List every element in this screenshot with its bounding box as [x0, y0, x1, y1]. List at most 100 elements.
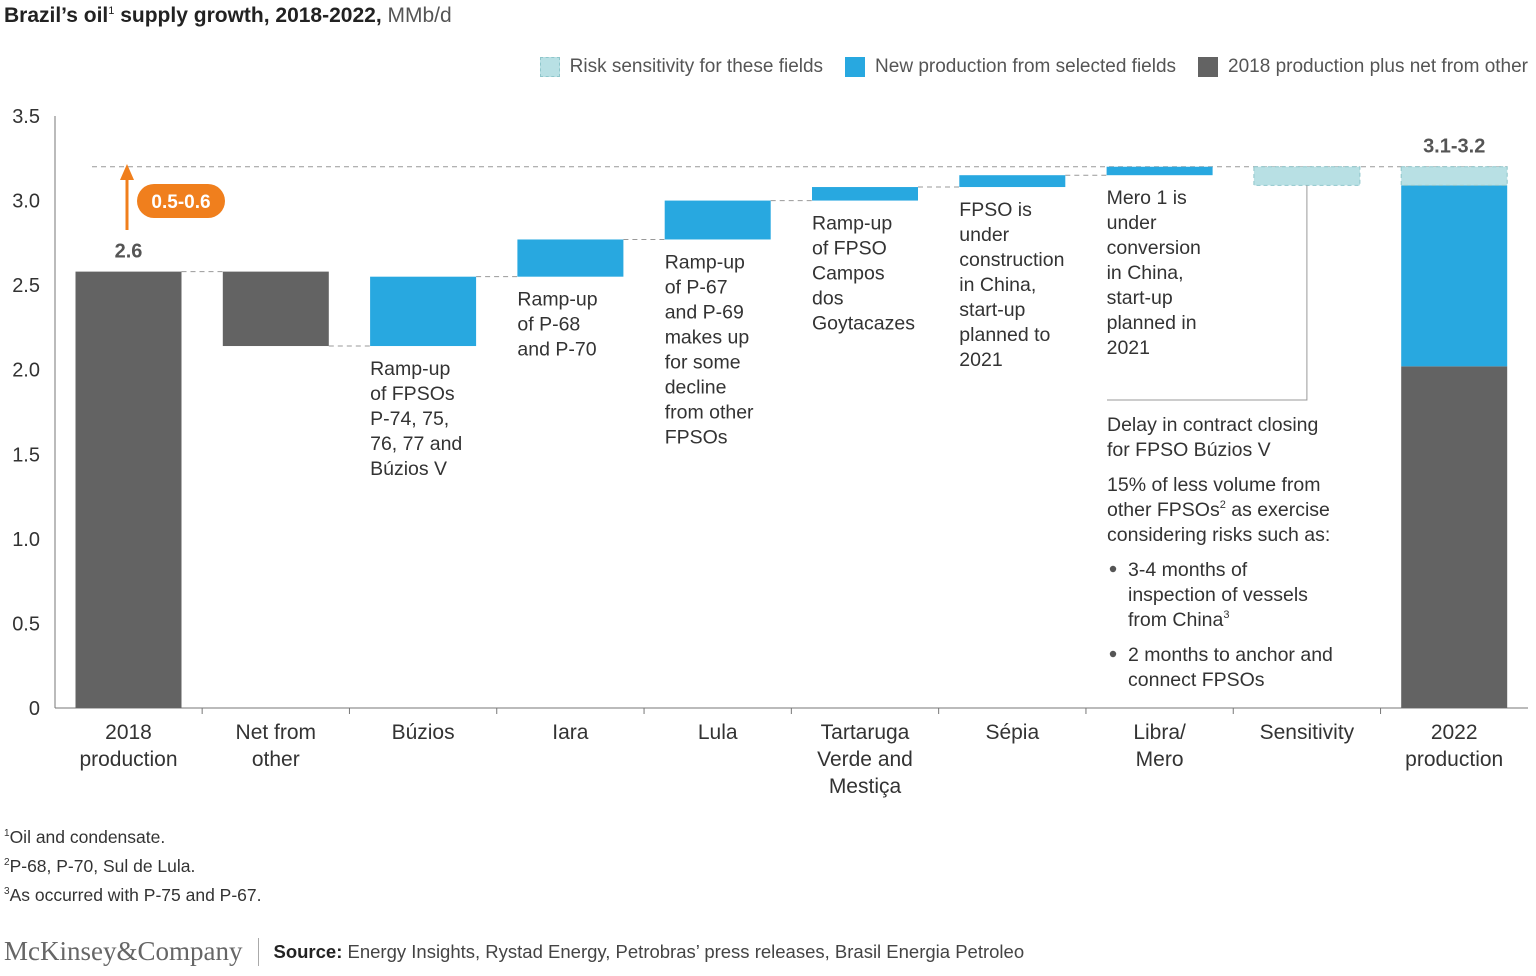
annotation-text: and P-70: [517, 339, 596, 361]
sensitivity-note-text: 3-4 months of: [1128, 559, 1248, 581]
source-line: Source: Energy Insights, Rystad Energy, …: [273, 941, 1024, 963]
footnote-1: 1Oil and condensate.: [4, 821, 262, 850]
x-category-label: Mestiça: [829, 775, 902, 798]
annotation-text: 2021: [959, 349, 1002, 371]
sensitivity-note-text: inspection of vessels: [1128, 584, 1308, 606]
annotation-text: in China,: [1107, 262, 1184, 284]
annotation-text: Ramp-up: [665, 251, 745, 273]
bar-segment-blue: [370, 276, 477, 347]
legend-swatch-risk: [539, 57, 560, 77]
y-tick-label: 1.0: [12, 529, 40, 551]
footnote-3: 3As occurred with P-75 and P-67.: [4, 879, 262, 908]
waterfall-chart: 0 0.5 1.0 1.5 2.0 2.5 3.0 3.5 2018 production Net …: [12, 106, 1528, 798]
y-tick-label: 2.5: [12, 275, 40, 297]
x-category-label: Iara: [552, 721, 589, 744]
data-label: 3.1-3.2: [1423, 136, 1485, 158]
bar-segment-light: [1400, 166, 1508, 186]
annotation-text: decline: [665, 376, 727, 398]
footnote-3-mark: 3: [4, 885, 10, 897]
x-category-label: Lula: [698, 721, 738, 744]
footnote-2: 2P-68, P-70, Sul de Lula.: [4, 850, 262, 879]
bar-segment-light: [1253, 166, 1361, 186]
annotation-text: Búzios V: [370, 458, 447, 480]
annotation-text: FPSO is: [959, 199, 1032, 221]
x-category-label: other: [252, 748, 300, 771]
title-unit: MMb/d: [381, 4, 452, 27]
legend-label-new: New production from selected fields: [875, 56, 1177, 77]
annotation-text: Mero 1 is: [1107, 187, 1187, 209]
sensitivity-note-text: for FPSO Búzios V: [1107, 439, 1271, 461]
x-category-label: Net from: [236, 721, 317, 744]
sensitivity-note-text: Delay in contract closing: [1107, 414, 1318, 436]
annotation-text: 2021: [1107, 337, 1150, 359]
legend-item-risk: Risk sensitivity for these fields: [539, 56, 823, 78]
annotation-text: 76, 77 and: [370, 433, 462, 455]
bullet-dot: [1109, 650, 1117, 658]
bar-segment-blue: [812, 187, 918, 201]
footnote-2-text: P-68, P-70, Sul de Lula.: [9, 855, 196, 876]
sensitivity-note-text: 2 months to anchor and: [1128, 644, 1333, 666]
y-tick-label: 3.0: [12, 191, 40, 213]
sensitivity-note-text: from China3: [1128, 609, 1230, 631]
bar-segment-dark: [222, 271, 329, 347]
legend-swatch-new: [845, 57, 866, 77]
annotation-text: conversion: [1107, 237, 1201, 259]
y-tick-label: 2.0: [12, 360, 40, 382]
x-category-label: Mero: [1136, 748, 1184, 771]
x-category-label: 2022: [1431, 721, 1478, 744]
annotation-text: from other: [665, 401, 754, 423]
footnote-3-text: As occurred with P-75 and P-67.: [9, 884, 262, 905]
annotation-text: Campos: [812, 263, 885, 285]
growth-arrow-head: [120, 164, 134, 180]
y-tick-label: 0.5: [12, 613, 40, 635]
chart-title: Brazil’s oil1 supply growth, 2018-2022, …: [4, 4, 452, 28]
annotation-text: of P-67: [665, 276, 728, 298]
annotation-text: Ramp-up: [370, 358, 450, 380]
legend-label-base: 2018 production plus net from other: [1228, 56, 1528, 77]
annotation-text: of FPSOs: [370, 383, 455, 405]
x-category-label: Búzios: [392, 721, 455, 744]
annotation-text: construction: [959, 249, 1064, 271]
y-tick-label: 3.5: [12, 106, 40, 128]
y-tick-label: 1.5: [12, 444, 40, 466]
annotation-text: P-74, 75,: [370, 408, 449, 430]
title-main-2: supply growth, 2018-2022,: [114, 4, 382, 27]
bar-segment-blue: [1401, 185, 1508, 367]
annotation-text: and P-69: [665, 301, 744, 323]
annotation-text: planned in: [1107, 312, 1197, 334]
title-footnote-mark: 1: [108, 5, 115, 17]
x-category-label: Tartaruga: [821, 721, 910, 744]
annotation-text: under: [1107, 212, 1157, 234]
growth-badge-label: 0.5-0.6: [151, 192, 210, 213]
sensitivity-note-text: 15% of less volume from: [1107, 474, 1321, 496]
x-category-label: production: [1405, 748, 1503, 771]
y-tick-label: 0: [29, 698, 40, 720]
footnote-1-text: Oil and condensate.: [9, 826, 166, 847]
bar-segment-blue: [664, 200, 771, 240]
annotation-text: FPSOs: [665, 426, 728, 448]
annotation-text: Ramp-up: [517, 289, 597, 311]
x-category-label: Sensitivity: [1260, 721, 1355, 744]
x-category-label: 2018: [105, 721, 152, 744]
annotation-text: under: [959, 224, 1009, 246]
annotation-text: for some: [665, 351, 741, 373]
bar-segment-blue: [517, 239, 624, 277]
annotation-text: start-up: [959, 299, 1025, 321]
annotation-text: of FPSO: [812, 238, 887, 260]
annotation-text: makes up: [665, 326, 750, 348]
title-main: Brazil’s oil: [4, 4, 109, 27]
bar-segment-dark: [1401, 366, 1508, 708]
annotation-text: dos: [812, 288, 844, 310]
annotation-text: Ramp-up: [812, 213, 892, 235]
legend: Risk sensitivity for these fields New pr…: [539, 56, 1528, 78]
growth-badge: [137, 184, 225, 218]
x-category-label: Sépia: [985, 721, 1039, 744]
footnote-2-mark: 2: [4, 856, 10, 868]
x-category-label: Libra/: [1133, 721, 1186, 744]
annotation-text: start-up: [1107, 287, 1173, 309]
bar-segment-blue: [1106, 166, 1213, 176]
sensitivity-note-text: considering risks such as:: [1107, 524, 1330, 546]
source-text: Energy Insights, Rystad Energy, Petrobra…: [342, 940, 1025, 962]
brand-logo: McKinsey&Company: [4, 936, 243, 966]
x-category-label: Verde and: [817, 748, 913, 771]
